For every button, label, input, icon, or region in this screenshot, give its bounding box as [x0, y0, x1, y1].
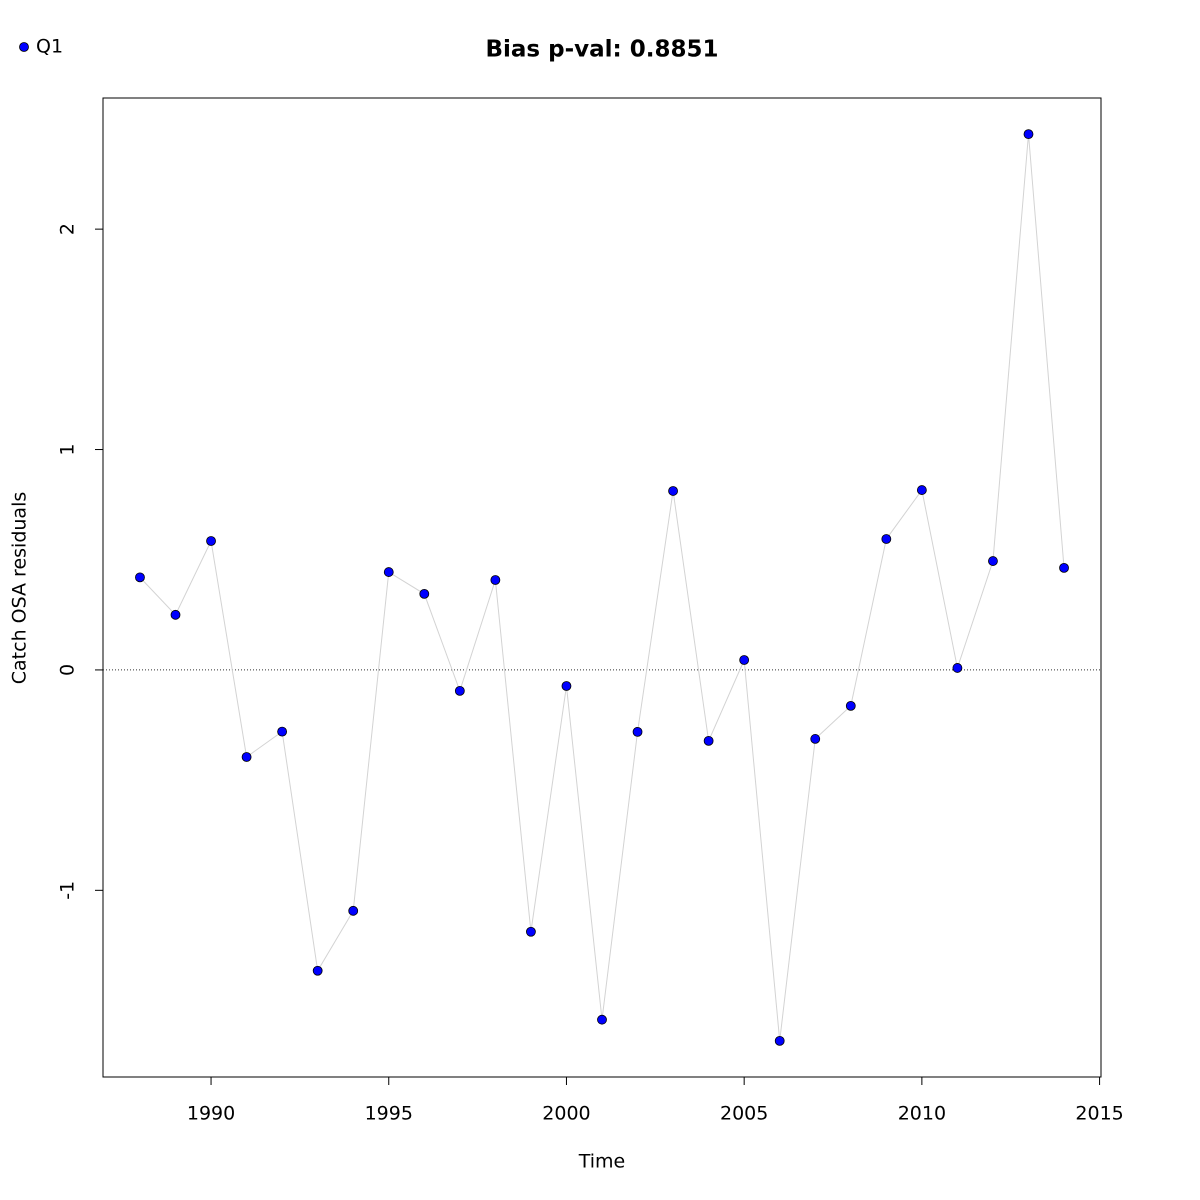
- data-point: [597, 1014, 607, 1025]
- data-point: [668, 486, 678, 496]
- data-point: [739, 655, 750, 665]
- data-point: [632, 726, 643, 737]
- data-point: [383, 567, 394, 577]
- y-tick-label: -1: [57, 881, 79, 900]
- x-tick-label: 2010: [898, 1103, 946, 1125]
- data-point: [135, 572, 145, 583]
- x-tick-label: 1990: [187, 1103, 235, 1125]
- data-point: [348, 905, 359, 916]
- data-point: [241, 752, 252, 762]
- x-tick-label: 2005: [720, 1103, 768, 1125]
- data-point: [845, 700, 856, 711]
- data-point: [277, 726, 288, 737]
- data-point: [1059, 562, 1069, 573]
- series-line: [139, 134, 1065, 1041]
- plot-frame: [102, 97, 1102, 1078]
- x-tick-label: 2015: [1075, 1103, 1123, 1125]
- y-tick-label: 2: [57, 223, 79, 235]
- data-point: [988, 556, 998, 566]
- x-tick-label: 1995: [365, 1103, 413, 1125]
- data-point: [916, 485, 927, 495]
- data-point: [952, 663, 963, 673]
- data-point: [526, 926, 536, 937]
- data-point: [703, 735, 714, 746]
- x-tick-label: 2000: [542, 1103, 590, 1125]
- data-point: [881, 534, 892, 544]
- x-axis-label: Time: [578, 1151, 626, 1173]
- data-point: [1023, 129, 1034, 140]
- data-point: [810, 734, 821, 744]
- data-point: [419, 588, 430, 599]
- y-tick-label: 0: [57, 664, 79, 676]
- data-point: [312, 965, 323, 976]
- data-point: [206, 536, 216, 546]
- chart-title: Bias p-val: 0.8851: [486, 37, 719, 63]
- data-point: [774, 1035, 785, 1046]
- legend-label: Q1: [36, 36, 63, 58]
- y-axis-label: Catch OSA residuals: [9, 492, 31, 684]
- data-point: [170, 609, 181, 620]
- legend-marker: [19, 42, 29, 52]
- data-point: [490, 575, 501, 585]
- data-point: [454, 685, 465, 696]
- data-point: [561, 681, 572, 691]
- y-tick-label: 1: [57, 443, 79, 455]
